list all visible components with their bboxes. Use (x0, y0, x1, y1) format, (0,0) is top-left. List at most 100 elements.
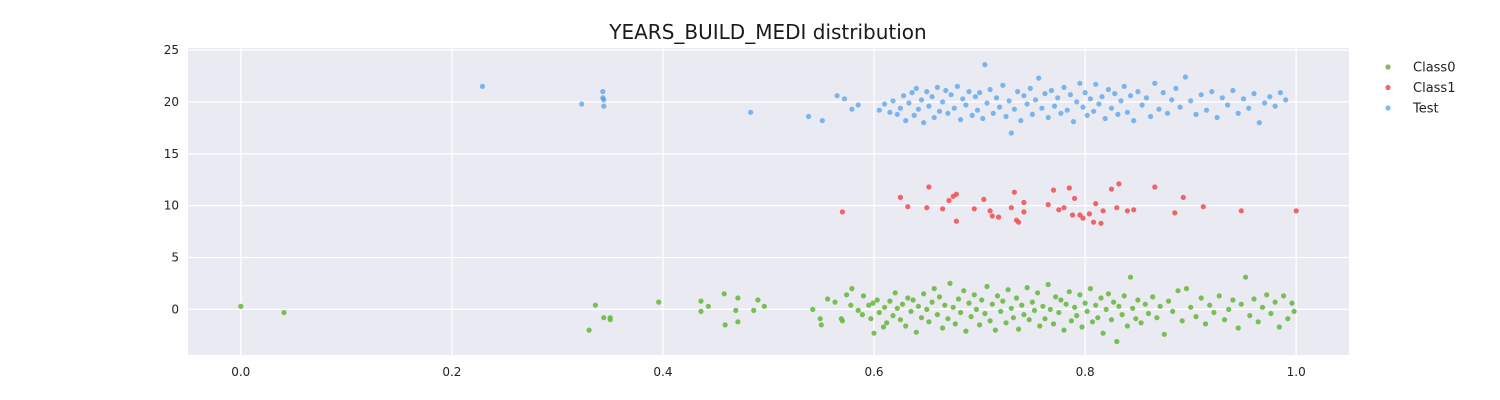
data-point (1058, 110, 1064, 116)
data-point (607, 315, 613, 321)
data-point (1089, 319, 1096, 325)
data-point (1093, 81, 1099, 87)
legend-marker (1385, 64, 1391, 70)
data-point (903, 118, 909, 124)
data-point (1164, 110, 1171, 116)
data-point (984, 283, 990, 290)
data-point (818, 322, 824, 328)
data-point (1077, 80, 1083, 86)
data-point (1154, 315, 1160, 321)
data-point (987, 86, 993, 93)
data-point (887, 298, 893, 304)
data-point (1127, 93, 1134, 99)
data-point (1152, 80, 1158, 86)
data-point (998, 308, 1004, 314)
data-point (1055, 95, 1061, 101)
data-point (897, 317, 904, 323)
data-point (934, 312, 941, 318)
data-point (839, 318, 846, 324)
data-point (1179, 318, 1185, 324)
data-point (1035, 290, 1041, 296)
data-point (926, 103, 932, 109)
data-point (1053, 294, 1059, 300)
data-point (1042, 91, 1048, 97)
data-point (945, 110, 951, 116)
data-point (1114, 205, 1120, 211)
data-point (1018, 118, 1024, 124)
data-point (924, 89, 930, 95)
data-point (954, 83, 961, 89)
data-point (989, 301, 995, 307)
data-point (1198, 295, 1204, 301)
data-point (1209, 89, 1215, 95)
data-point (721, 291, 727, 297)
data-point (1082, 90, 1088, 96)
data-point (940, 99, 946, 105)
data-point (1099, 94, 1105, 100)
legend-label: Class1 (1413, 81, 1455, 96)
data-point (1243, 274, 1249, 280)
data-point (1100, 208, 1106, 214)
data-point (656, 299, 662, 305)
data-point (969, 112, 975, 118)
data-point (918, 315, 925, 321)
data-point (1103, 306, 1109, 312)
data-point (1086, 211, 1092, 217)
data-point (909, 90, 915, 96)
data-point (1024, 101, 1030, 107)
data-point (987, 318, 993, 324)
y-tick-label: 25 (164, 43, 179, 57)
data-point (849, 106, 855, 112)
data-point (579, 101, 585, 107)
data-point (1219, 95, 1225, 101)
data-point (1188, 98, 1194, 104)
data-point (1037, 323, 1043, 329)
data-point (1079, 324, 1085, 330)
data-point (1008, 130, 1014, 136)
data-point (926, 184, 932, 190)
data-point (915, 303, 922, 309)
data-point (1193, 111, 1199, 117)
data-point (977, 90, 983, 96)
data-point (884, 320, 890, 326)
data-point (905, 204, 911, 210)
data-point (943, 87, 949, 94)
data-point (1238, 301, 1244, 307)
data-point (1116, 181, 1122, 187)
data-point (1115, 111, 1121, 117)
data-point (921, 120, 927, 126)
data-point (1211, 309, 1217, 316)
data-point (1127, 274, 1134, 280)
data-point (1289, 300, 1295, 306)
data-point (1048, 87, 1054, 94)
data-point (882, 101, 888, 107)
axis-ticks: 0.0 0.2 0.4 0.6 0.8 1.0 0 5 10 15 20 25 (164, 43, 1306, 379)
plot-area (188, 48, 1349, 355)
data-point (832, 299, 838, 305)
data-point (929, 299, 935, 305)
data-point (1202, 321, 1209, 327)
x-tick-label: 0.4 (653, 365, 672, 379)
data-point (1072, 304, 1078, 310)
data-point (1108, 317, 1115, 323)
data-point (1051, 103, 1058, 109)
data-point (1148, 113, 1154, 120)
data-point (735, 295, 741, 301)
data-point (1157, 303, 1163, 309)
data-point (479, 83, 486, 89)
data-point (963, 328, 969, 334)
series-test (479, 62, 1289, 136)
data-point (1050, 321, 1057, 327)
series-class1 (839, 181, 1299, 226)
data-point (1066, 289, 1072, 295)
data-point (1226, 306, 1232, 312)
data-point (1133, 316, 1139, 322)
data-point (906, 100, 912, 106)
data-point (984, 100, 990, 106)
data-point (841, 96, 848, 102)
data-point (1080, 215, 1086, 221)
data-point (1130, 305, 1136, 311)
data-point (1005, 287, 1011, 293)
data-point (915, 106, 922, 112)
data-point (1031, 307, 1038, 313)
